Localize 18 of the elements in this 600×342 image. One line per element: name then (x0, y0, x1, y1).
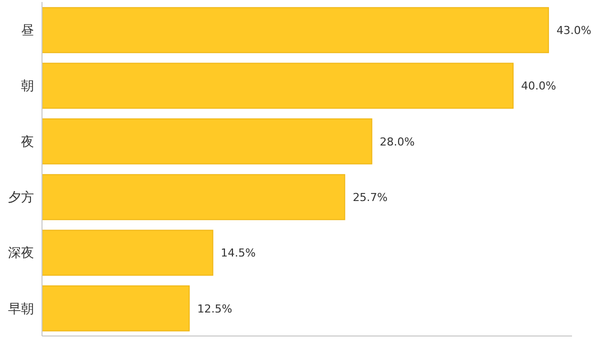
bar (42, 230, 214, 276)
data-label: 40.0% (521, 80, 556, 93)
data-label: 28.0% (380, 135, 415, 148)
bar (42, 174, 346, 220)
y-tick-label: 夕方 (8, 189, 34, 206)
y-tick-label: 深夜 (8, 245, 34, 262)
bar (42, 285, 190, 332)
data-label: 14.5% (220, 246, 256, 260)
y-tick-label: 昼 (21, 23, 34, 38)
data-label: 25.7% (352, 191, 388, 204)
y-tick-label: 朝 (21, 79, 34, 94)
bar (42, 62, 514, 109)
bar (42, 7, 549, 54)
data-label: 43.0% (556, 24, 592, 38)
bar (42, 118, 372, 164)
data-label: 12.5% (197, 302, 232, 316)
y-tick-label: 夜 (21, 134, 34, 150)
y-tick-label: 早朝 (8, 302, 34, 317)
